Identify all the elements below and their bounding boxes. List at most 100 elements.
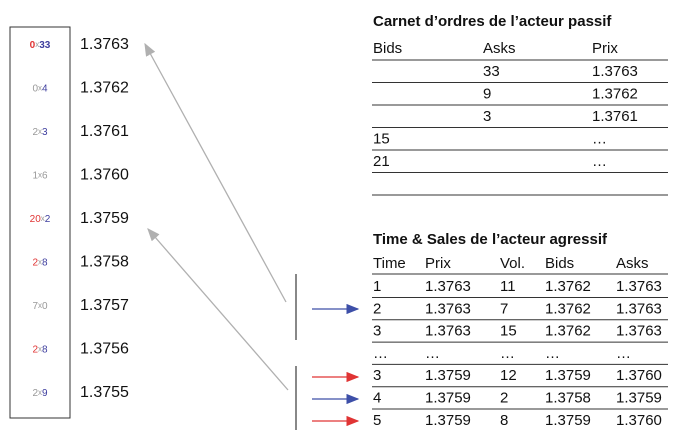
- cell: …: [545, 345, 560, 362]
- price-level: 1.3759: [80, 210, 129, 227]
- price-level: 1.3763: [80, 36, 129, 53]
- cell: …: [425, 345, 440, 362]
- ladder-size: 2x9: [32, 388, 48, 399]
- price-level: 1.3758: [80, 254, 129, 271]
- cell: 1.3763: [425, 323, 471, 340]
- ask-size: 8: [42, 257, 48, 268]
- separator: x: [38, 301, 42, 310]
- cell: 1.3760: [616, 412, 662, 429]
- cell: 1.3759: [425, 412, 471, 429]
- cell: …: [500, 345, 515, 362]
- cell: …: [592, 130, 607, 147]
- cell: 1.3759: [425, 367, 471, 384]
- price-level: 1.3757: [80, 297, 129, 314]
- column-header: Vol.: [500, 255, 525, 272]
- column-header: Bids: [545, 255, 574, 272]
- bid-size: 1: [32, 170, 38, 181]
- cell: 3: [373, 367, 381, 384]
- ladder-size: 0x4: [32, 83, 48, 94]
- cell: …: [373, 345, 388, 362]
- column-header: Prix: [592, 40, 618, 57]
- column-header: Asks: [616, 255, 649, 272]
- separator: x: [38, 127, 42, 136]
- cell: 3: [483, 108, 491, 125]
- bid-size: 7: [32, 301, 38, 312]
- cell: 1.3762: [592, 85, 638, 102]
- cell: 1.3759: [425, 389, 471, 406]
- cell: 11: [500, 278, 516, 295]
- separator: x: [41, 214, 45, 223]
- cell: 15: [373, 130, 390, 147]
- cell: 1.3763: [425, 278, 471, 295]
- bid-size: 2: [32, 127, 38, 138]
- cell: 1.3761: [592, 108, 638, 125]
- cell: 1.3762: [545, 323, 591, 340]
- price-level: 1.3756: [80, 341, 129, 358]
- cell: 1.3763: [616, 300, 662, 317]
- cell: 3: [373, 323, 381, 340]
- cell: 15: [500, 323, 517, 340]
- cell: 1.3763: [425, 300, 471, 317]
- cell: 8: [500, 412, 508, 429]
- ladder-size: 0x33: [30, 40, 51, 51]
- bid-size: 20: [30, 214, 42, 225]
- column-header: Asks: [483, 40, 516, 57]
- cell: …: [616, 345, 631, 362]
- ask-size: 2: [45, 214, 51, 225]
- cell: 2: [500, 389, 508, 406]
- price-level: 1.3760: [80, 167, 129, 184]
- cell: 1.3763: [592, 63, 638, 80]
- bid-size: 0: [30, 40, 36, 51]
- ask-size: 6: [42, 170, 48, 181]
- price-level: 1.3755: [80, 384, 129, 401]
- order-book-title: Carnet d’ordres de l’acteur passif: [373, 13, 612, 30]
- ask-size: 4: [42, 83, 48, 94]
- cell: 1.3762: [545, 300, 591, 317]
- cell: …: [592, 153, 607, 170]
- cell: 33: [483, 63, 500, 80]
- ask-size: 0: [42, 301, 48, 312]
- cell: 5: [373, 412, 381, 429]
- ladder-size: 7x0: [32, 301, 48, 312]
- time-sales-title: Time & Sales de l’acteur agressif: [373, 231, 608, 248]
- cell: 1.3758: [545, 389, 591, 406]
- bid-size: 2: [32, 388, 38, 399]
- ladder-size: 2x8: [32, 257, 48, 268]
- separator: x: [38, 84, 42, 93]
- ladder-size: 20x2: [30, 214, 51, 225]
- cell: 1.3759: [616, 389, 662, 406]
- price-level: 1.3762: [80, 80, 129, 97]
- price-level: 1.3761: [80, 123, 129, 140]
- ask-size: 9: [42, 388, 48, 399]
- link-arrow: [144, 42, 287, 303]
- column-header: Time: [373, 255, 406, 272]
- cell: 2: [373, 300, 381, 317]
- cell: 1.3759: [545, 367, 591, 384]
- bid-size: 2: [32, 344, 38, 355]
- separator: x: [38, 388, 42, 397]
- cell: 12: [500, 367, 517, 384]
- separator: x: [38, 171, 42, 180]
- bid-size: 0: [32, 83, 38, 94]
- ladder-size: 1x6: [32, 170, 48, 181]
- column-header: Bids: [373, 40, 402, 57]
- ask-size: 33: [39, 40, 51, 51]
- separator: x: [38, 258, 42, 267]
- ask-size: 8: [42, 344, 48, 355]
- cell: 7: [500, 300, 508, 317]
- cell: 9: [483, 85, 491, 102]
- link-arrow: [147, 228, 289, 391]
- cell: 1.3763: [616, 323, 662, 340]
- cell: 1.3763: [616, 278, 662, 295]
- column-header: Prix: [425, 255, 451, 272]
- cell: 21: [373, 153, 390, 170]
- cell: 1.3760: [616, 367, 662, 384]
- separator: x: [38, 345, 42, 354]
- cell: 1.3759: [545, 412, 591, 429]
- cell: 1: [373, 278, 381, 295]
- ask-size: 3: [42, 127, 48, 138]
- bid-size: 2: [32, 257, 38, 268]
- ladder-box: [9, 26, 71, 419]
